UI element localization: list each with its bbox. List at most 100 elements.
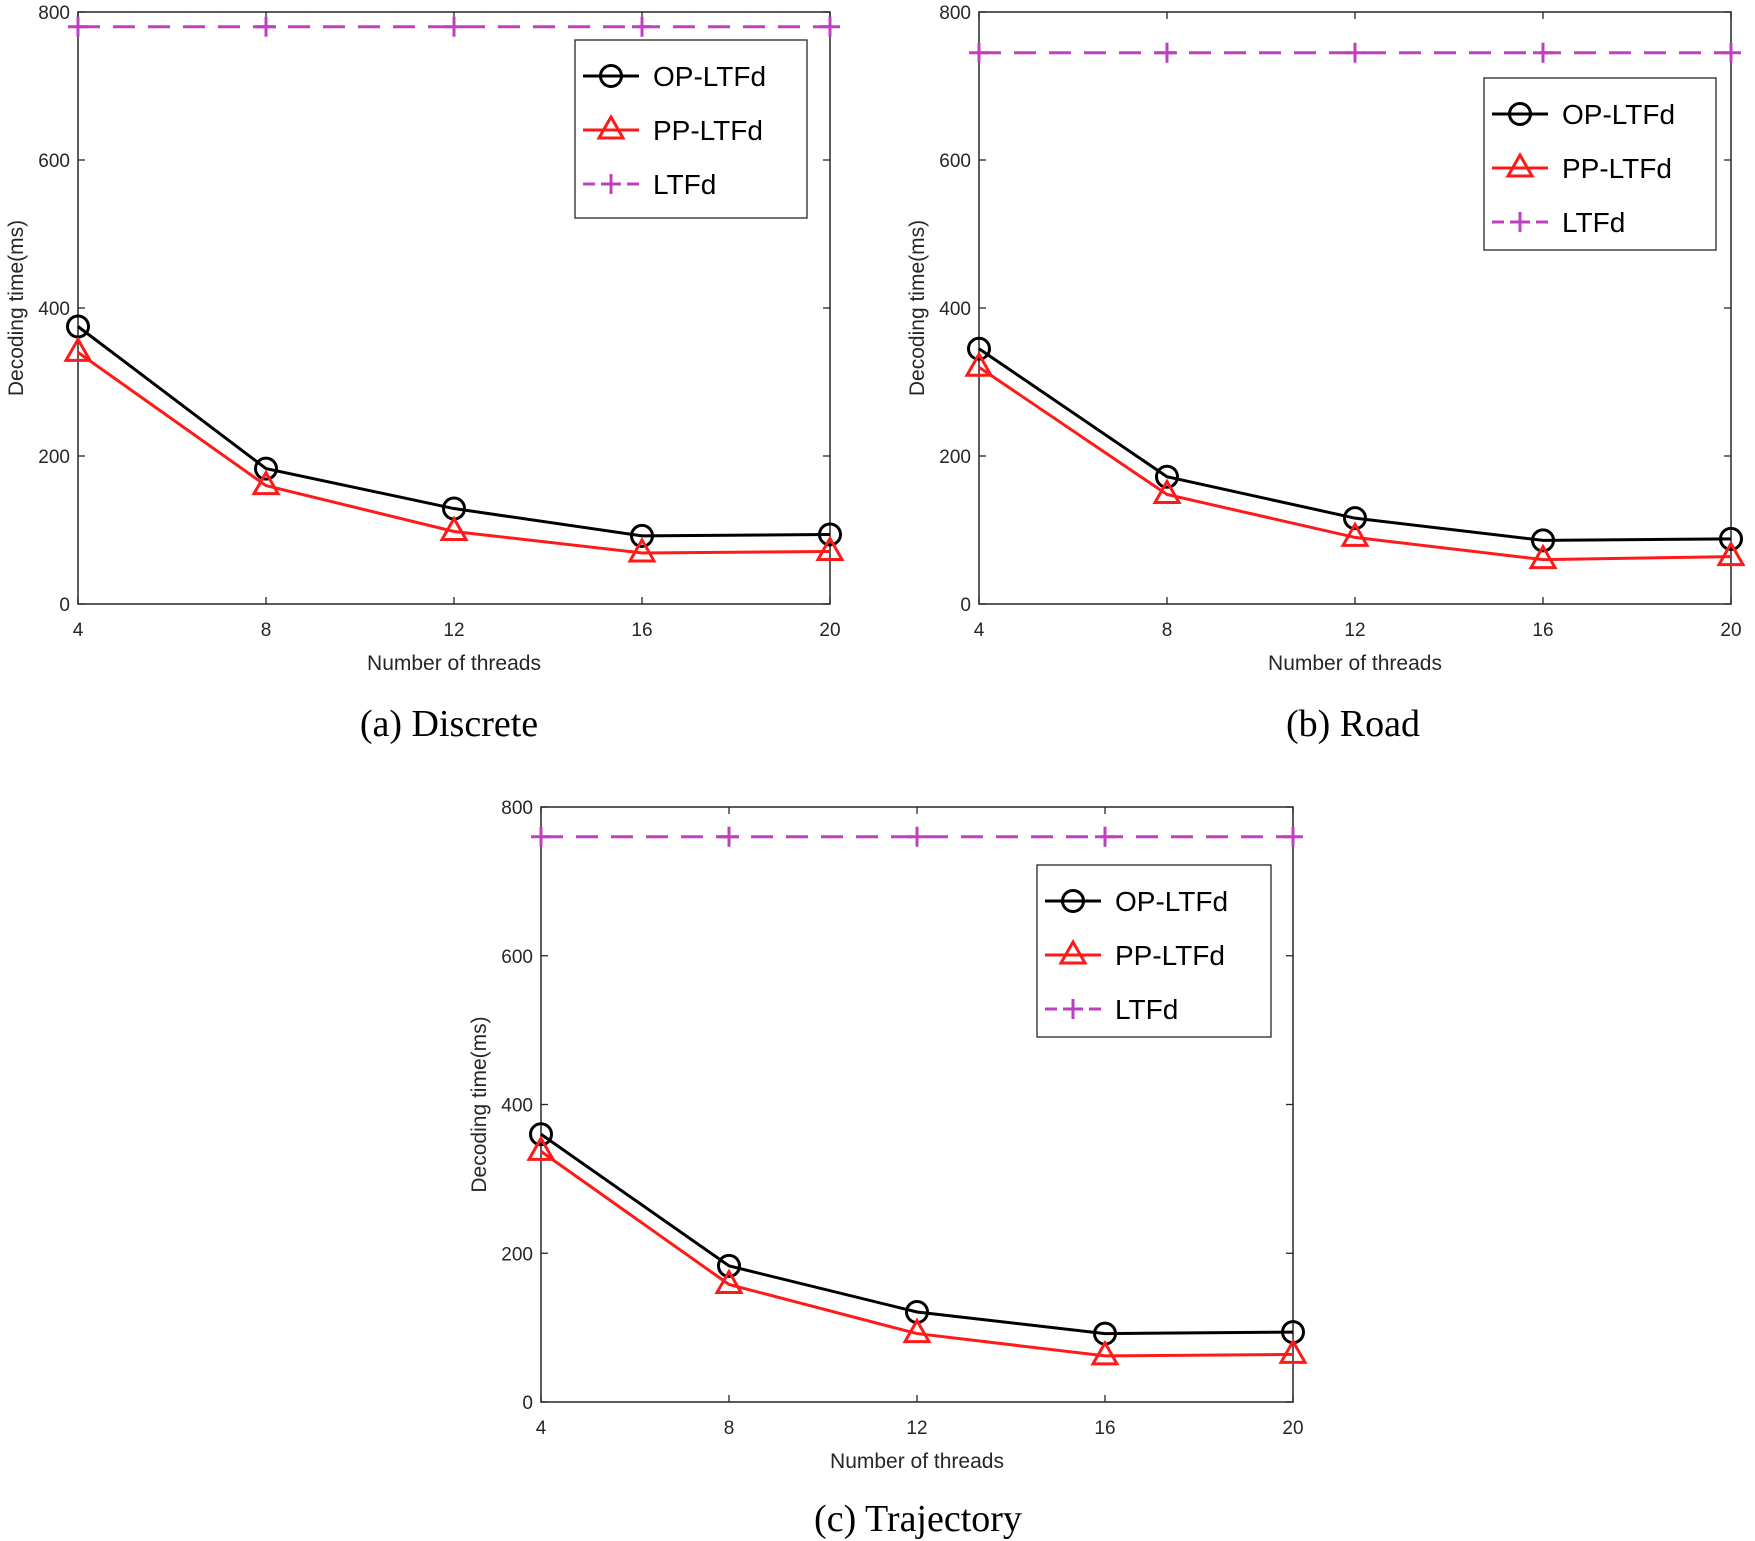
x-tick-label: 16 — [1094, 1418, 1115, 1439]
y-tick-label: 400 — [38, 299, 70, 320]
series-op-ltfd — [66, 314, 842, 548]
series-pp-ltfd — [526, 1135, 1308, 1366]
series-line — [540, 1133, 1294, 1336]
series-line — [77, 325, 831, 538]
data-point — [632, 16, 652, 37]
data-point — [969, 42, 989, 63]
legend-marker — [1061, 889, 1085, 913]
legend-marker — [1510, 212, 1530, 232]
series-ltfd — [969, 42, 1741, 63]
data-point — [1283, 826, 1303, 847]
series-ltfd — [68, 16, 840, 37]
series-line — [540, 1150, 1294, 1358]
legend-marker — [1508, 102, 1532, 126]
x-tick-label: 4 — [73, 620, 84, 641]
y-tick-label: 200 — [38, 447, 70, 468]
x-tick-label: 20 — [1720, 620, 1741, 641]
data-point — [1152, 478, 1182, 504]
data-point — [719, 826, 739, 847]
data-point — [251, 469, 281, 496]
data-point — [815, 535, 845, 561]
legend-marker — [1063, 999, 1083, 1019]
data-point — [1090, 1339, 1120, 1366]
y-tick-label: 600 — [501, 947, 533, 968]
data-point — [902, 1317, 932, 1344]
data-point — [1533, 42, 1553, 63]
y-tick-label: 600 — [939, 151, 971, 172]
legend: OP-LTFd PP-LTFd LTFd — [574, 39, 808, 219]
series-line — [77, 351, 831, 555]
y-axis-label: Decoding time(ms) — [5, 220, 28, 396]
legend: OP-LTFd PP-LTFd LTFd — [1483, 77, 1717, 251]
series-op-ltfd — [529, 1122, 1305, 1346]
x-tick-label: 8 — [1162, 620, 1173, 641]
x-tick-label: 8 — [261, 620, 272, 641]
data-point — [818, 522, 842, 547]
y-axis-label: Decoding time(ms) — [906, 220, 929, 396]
x-tick-label: 16 — [631, 620, 652, 641]
x-tick-label: 20 — [819, 620, 840, 641]
y-tick-label: 600 — [38, 151, 70, 172]
series-op-ltfd — [967, 336, 1743, 553]
data-point — [1345, 42, 1365, 63]
data-point — [254, 456, 278, 481]
data-point — [1721, 42, 1741, 63]
legend-label: OP-LTFd — [653, 61, 766, 92]
data-point — [1343, 506, 1367, 531]
x-axis-label: Number of threads — [367, 652, 541, 675]
y-tick-label: 200 — [939, 447, 971, 468]
data-point — [1716, 540, 1746, 567]
legend-marker — [1058, 938, 1088, 965]
data-point — [68, 16, 88, 37]
data-point — [1157, 42, 1177, 63]
data-point — [627, 536, 657, 563]
y-axis-label: Decoding time(ms) — [468, 1016, 491, 1192]
series-line — [978, 347, 1732, 542]
chart-caption: (c) Trajectory — [814, 1498, 1022, 1540]
x-tick-label: 12 — [906, 1418, 927, 1439]
data-point — [717, 1253, 741, 1278]
x-tick-label: 4 — [536, 1418, 547, 1439]
data-point — [630, 523, 654, 548]
legend-label: PP-LTFd — [653, 115, 763, 146]
x-tick-label: 12 — [1344, 620, 1365, 641]
data-point — [526, 1135, 556, 1161]
x-axis-label: Number of threads — [830, 1450, 1004, 1473]
x-axis-label: Number of threads — [1268, 652, 1442, 675]
x-tick-label: 16 — [1532, 620, 1553, 641]
series-ltfd — [531, 826, 1303, 847]
chart-caption: (a) Discrete — [360, 703, 538, 745]
data-point — [964, 351, 994, 377]
x-tick-label: 12 — [443, 620, 464, 641]
legend: OP-LTFd PP-LTFd LTFd — [1036, 864, 1272, 1038]
data-point — [1340, 521, 1370, 547]
legend-label: LTFd — [1115, 994, 1178, 1025]
data-point — [529, 1122, 553, 1147]
legend-label: PP-LTFd — [1562, 153, 1672, 184]
data-point — [1531, 528, 1555, 553]
data-point — [967, 336, 991, 361]
chart-caption: (b) Road — [1286, 703, 1420, 745]
data-point — [63, 336, 93, 362]
legend-label: LTFd — [653, 169, 716, 200]
y-tick-label: 800 — [939, 3, 971, 24]
series-pp-ltfd — [964, 351, 1746, 570]
y-tick-label: 200 — [501, 1244, 533, 1265]
series-pp-ltfd — [63, 336, 845, 563]
x-tick-label: 20 — [1282, 1418, 1303, 1439]
data-point — [1278, 1338, 1308, 1364]
data-point — [1528, 543, 1558, 570]
data-point — [1155, 464, 1179, 489]
y-tick-label: 0 — [522, 1393, 533, 1414]
y-tick-label: 400 — [501, 1096, 533, 1117]
x-tick-label: 8 — [724, 1418, 735, 1439]
data-point — [1719, 526, 1743, 551]
data-point — [907, 826, 927, 847]
series-line — [978, 365, 1732, 562]
y-tick-label: 400 — [939, 299, 971, 320]
legend-marker — [1505, 151, 1535, 178]
